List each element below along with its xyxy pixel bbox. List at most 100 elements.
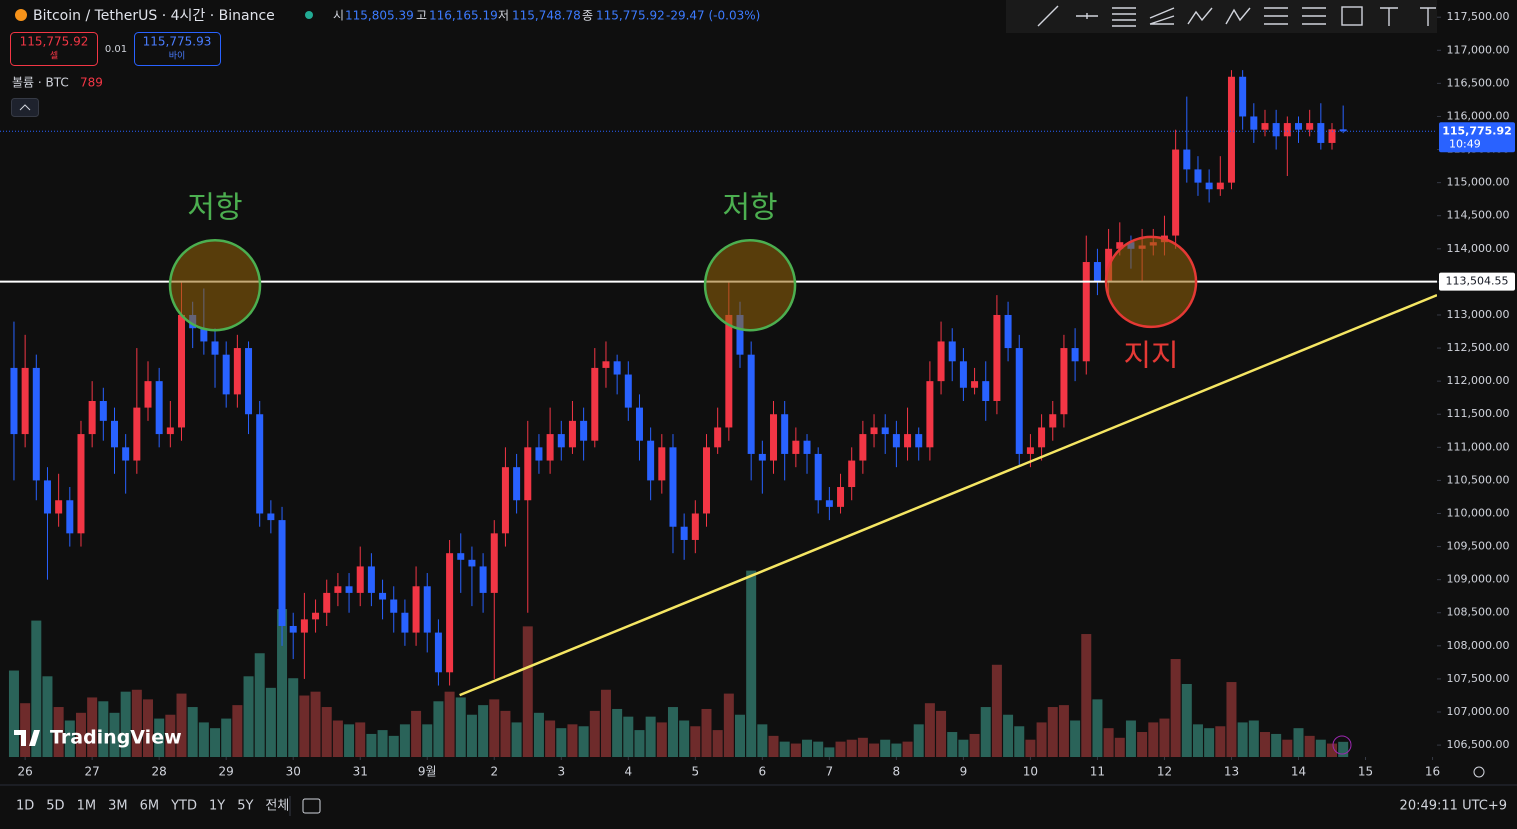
range-button[interactable]: 전체 (265, 799, 289, 814)
volume-bar (1237, 722, 1248, 757)
volume-bar (332, 720, 343, 757)
tool-hray[interactable] (1076, 13, 1098, 19)
range-button[interactable]: YTD (170, 799, 197, 814)
candle-body (647, 440, 655, 481)
volume-bar (299, 695, 310, 757)
l-value: 115,748.78 (512, 9, 581, 23)
range-button[interactable]: 1Y (209, 799, 225, 814)
tool-range[interactable] (1302, 7, 1326, 25)
settings-icon[interactable] (1473, 766, 1485, 778)
candle-body (915, 434, 923, 448)
candle-body (446, 553, 454, 673)
collapse-icon (19, 104, 31, 111)
volume-bar (902, 741, 913, 757)
volume-bar (388, 735, 399, 757)
volume-bar (154, 718, 165, 757)
volume-bar (87, 697, 98, 757)
candle-body (256, 414, 264, 514)
volume-bar (411, 710, 422, 757)
symbol[interactable]: Bitcoin / TetherUS · 4시간 · Binance (33, 8, 275, 24)
volume-bar (880, 739, 891, 757)
candle-body (1306, 123, 1314, 130)
volume-bar (265, 687, 276, 757)
volume-bar (589, 710, 600, 757)
candle-body (32, 367, 40, 481)
hline-label-box (1439, 272, 1515, 291)
logo: TradingView (50, 727, 182, 749)
candle-body (1216, 182, 1224, 190)
tool-channel[interactable] (1112, 7, 1136, 27)
tool-cycle[interactable] (1264, 7, 1288, 25)
y-tick-label: 117,000.00 (1447, 43, 1510, 56)
candle-body (825, 500, 833, 507)
tool-abc[interactable] (1225, 7, 1251, 25)
volume-bar (1025, 739, 1036, 757)
l-label: 저 (498, 9, 509, 23)
sell-button[interactable] (10, 32, 98, 66)
range-button[interactable]: 3M (108, 799, 128, 814)
candle-body (501, 467, 509, 534)
alert-icon[interactable] (1332, 735, 1352, 755)
buy-price: 115,775.93 (143, 35, 212, 49)
range-button[interactable]: 5Y (237, 799, 253, 814)
y-tick-label: 116,500.00 (1447, 76, 1510, 89)
volume-bar (310, 691, 321, 757)
candle-body (524, 447, 532, 501)
x-tick-label: 26 (17, 765, 32, 779)
tool-text2[interactable] (1420, 7, 1436, 26)
range-button[interactable]: 1D (16, 799, 34, 814)
tool-text[interactable] (1380, 7, 1398, 26)
x-tick-label: 9월 (418, 765, 437, 779)
candle-body (848, 460, 856, 488)
tool-rect[interactable] (1341, 6, 1363, 26)
volume-bar (835, 741, 846, 757)
y-tick-label: 107,500.00 (1447, 672, 1510, 685)
change: -29.47 (-0.03%) (666, 9, 760, 23)
volume-bar (991, 664, 1002, 757)
y-tick-label: 111,500.00 (1447, 407, 1510, 420)
volume-bar (958, 739, 969, 757)
candle-body (758, 453, 766, 461)
last-price-box (1439, 122, 1515, 153)
date-range-icon[interactable] (302, 798, 321, 814)
sell-price: 115,775.92 (20, 35, 89, 49)
buy-button[interactable] (134, 32, 221, 66)
collapse-button[interactable] (11, 98, 39, 117)
volume-bar (221, 718, 232, 757)
volume-bar (422, 724, 433, 757)
candle-body (99, 400, 107, 421)
candle-body (635, 407, 643, 441)
range-button[interactable]: 1M (77, 799, 97, 814)
candle-body (479, 566, 487, 593)
x-tick-label: 31 (353, 765, 368, 779)
candle-body (1239, 76, 1247, 117)
volume-bar (779, 741, 790, 757)
tool-trend[interactable] (1037, 5, 1059, 27)
x-tick-label: 29 (219, 765, 234, 779)
volume-bar (969, 733, 980, 757)
volume-bar (522, 626, 533, 757)
volume-bar (254, 653, 265, 757)
x-tick-label: 6 (759, 765, 767, 779)
candle-body (513, 467, 521, 501)
toolbar-icons (1037, 5, 1436, 27)
range-button[interactable]: 6M (140, 799, 160, 814)
tool-fib[interactable] (1149, 7, 1175, 25)
x-tick-label: 12 (1157, 765, 1172, 779)
volume-bar (1036, 722, 1047, 757)
o-value: 115,805.39 (345, 9, 414, 23)
range-button[interactable]: 5D (46, 799, 64, 814)
candle-body (1093, 262, 1101, 282)
volume-bar (8, 670, 19, 757)
candle-body (66, 500, 74, 534)
volume-bar (746, 570, 757, 757)
volume-bar (243, 676, 254, 757)
volume-bar (936, 710, 947, 757)
candle-body (1172, 149, 1180, 236)
candle-body (1082, 262, 1090, 362)
volume-value: 789 (80, 76, 103, 90)
candle-body (624, 374, 632, 408)
tool-pattern[interactable] (1187, 7, 1213, 25)
x-tick-label: 13 (1224, 765, 1239, 779)
volume-bar (768, 735, 779, 757)
